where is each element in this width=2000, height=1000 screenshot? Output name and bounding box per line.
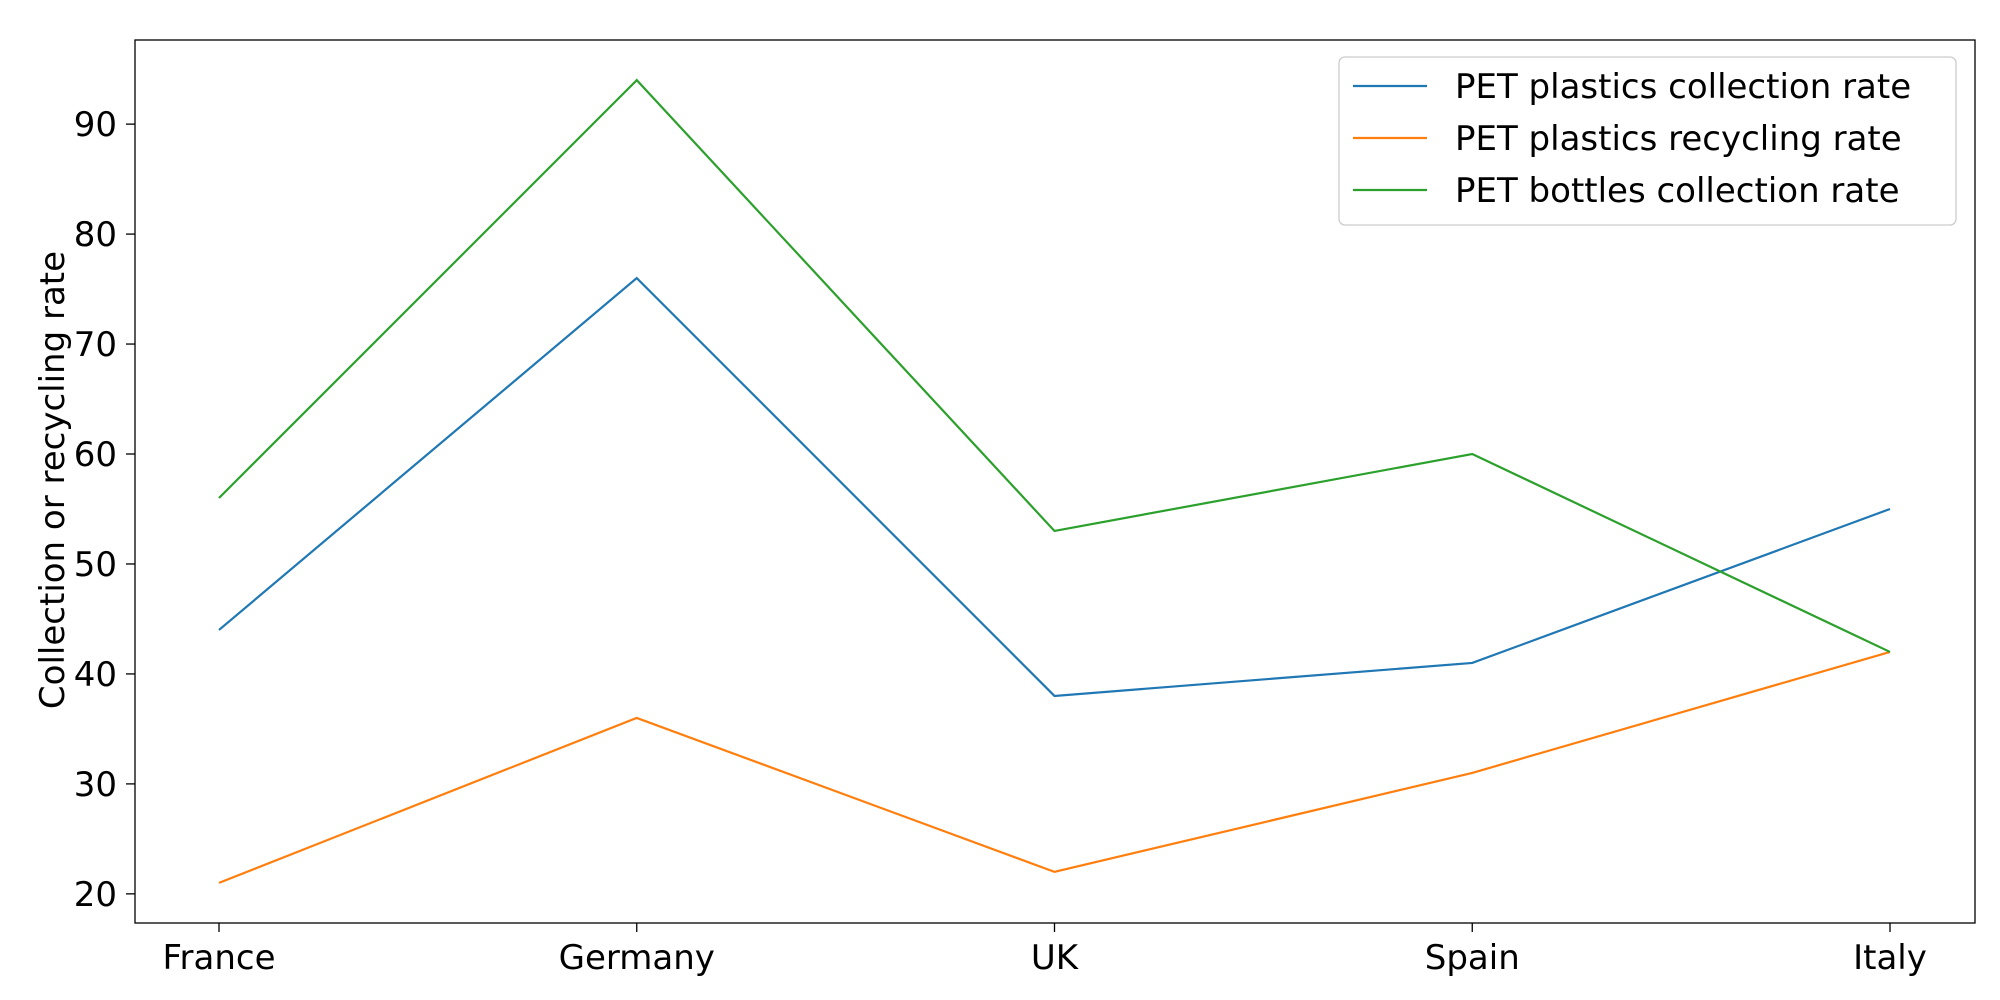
legend-label: PET bottles collection rate (1455, 171, 1900, 211)
legend: PET plastics collection rate PET plastics… (1338, 56, 1957, 226)
y-axis-title: Collection or recycling rate (33, 251, 73, 709)
series-line-1 (218, 276, 1891, 698)
x-tick-label: Spain (1425, 938, 1520, 978)
series-line-2 (218, 650, 1891, 884)
y-tick-label: 80 (74, 215, 117, 255)
legend-label: PET plastics recycling rate (1455, 119, 1902, 159)
y-tick-label: 70 (74, 325, 117, 365)
y-tick-label: 90 (74, 105, 117, 145)
x-tick-label: Germany (559, 938, 715, 978)
plot-area (218, 78, 1891, 884)
y-tick-label: 60 (74, 435, 117, 475)
y-tick-label: 30 (74, 765, 117, 805)
x-tick-label: Italy (1853, 938, 1927, 978)
legend-label: PET plastics collection rate (1455, 67, 1911, 107)
y-tick-label: 50 (74, 545, 117, 585)
x-tick-label: France (162, 938, 275, 978)
legend-box (1338, 56, 1957, 226)
y-tick-label: 40 (74, 655, 117, 695)
x-tick-label: UK (1031, 938, 1080, 978)
axes: France Germany UK Spain Italy 20 30 40 50 60 70 80 9… (74, 39, 1976, 978)
series-line-3 (218, 78, 1891, 653)
y-tick-label: 20 (74, 875, 117, 915)
